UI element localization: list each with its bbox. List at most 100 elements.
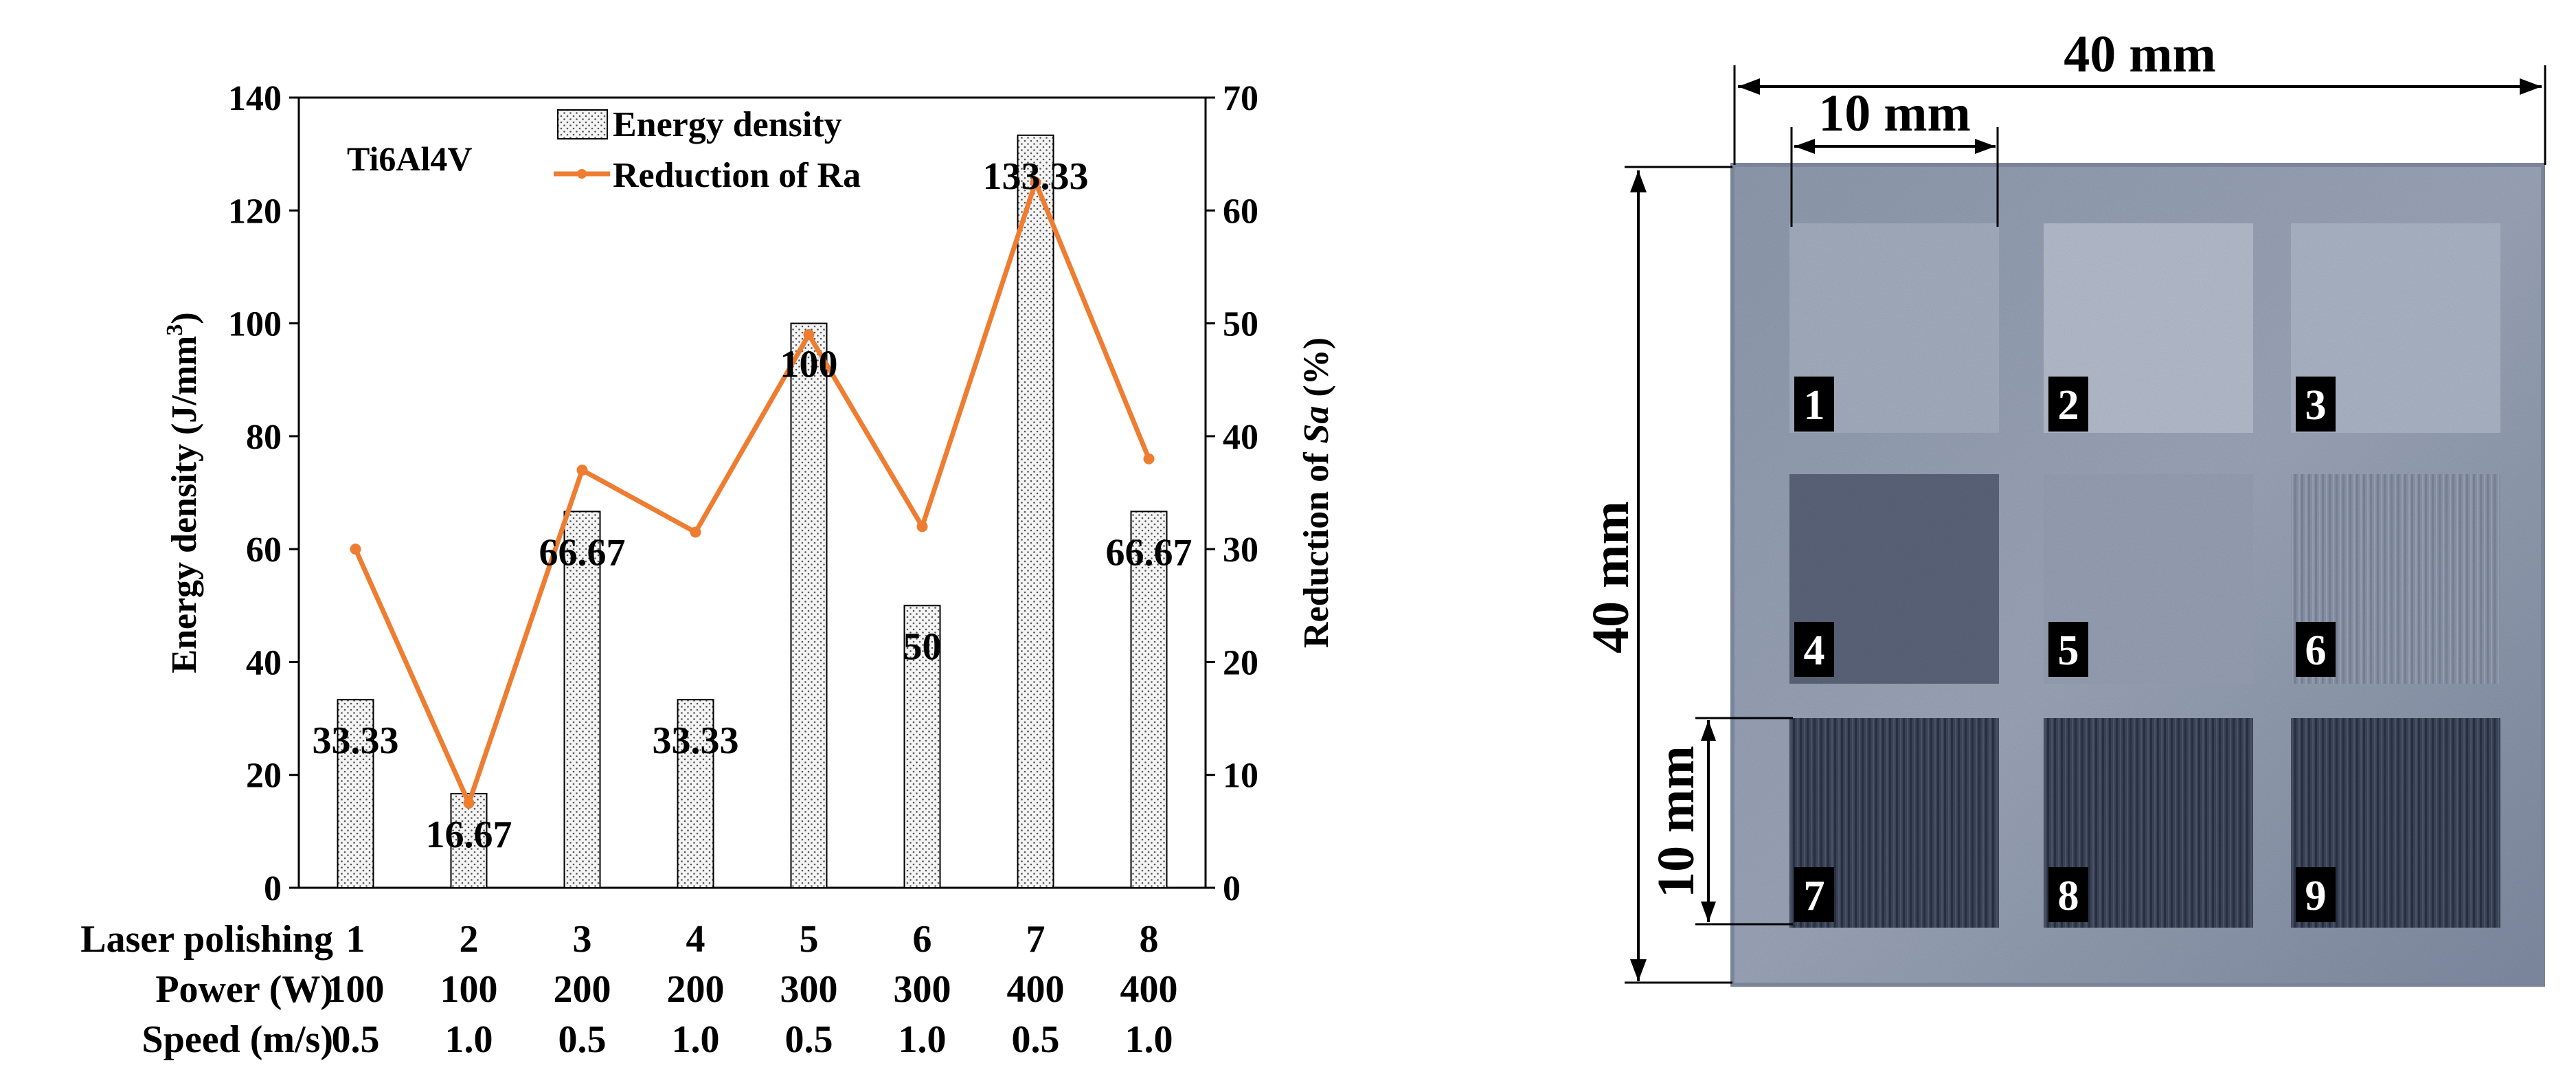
bar-energy-density-4 [677, 699, 714, 888]
speed-value: 1.0 [672, 1018, 720, 1061]
cell-height-arrow-bottom [1701, 902, 1716, 922]
reduction-point-6 [916, 521, 928, 533]
speed-value: 1.0 [445, 1018, 493, 1061]
height-label: 40 mm [1582, 501, 1640, 653]
cell-number-2: 2 [2058, 382, 2079, 429]
x-tick-label: 4 [686, 918, 705, 961]
y-left-tick-label: 20 [246, 757, 282, 796]
x-tick-label: 1 [346, 918, 365, 961]
cell-badge-5 [2048, 622, 2088, 677]
x-tick-label: 5 [800, 918, 819, 961]
power-value: 300 [780, 968, 838, 1011]
reduction-point-1 [350, 544, 361, 555]
bar-label-3: 66.67 [539, 531, 626, 574]
cell-badge-4 [1794, 622, 1834, 677]
reduction-line [353, 179, 1151, 806]
width-label: 40 mm [2064, 25, 2216, 83]
y-right-tick-label: 60 [1223, 192, 1258, 231]
row-label-speed: Speed (m/s) [142, 1018, 333, 1061]
bar-energy-density-2 [450, 793, 488, 889]
legend-energy-density: Energy density [613, 105, 842, 144]
legend-line-marker [577, 169, 587, 179]
power-value: 200 [554, 968, 611, 1011]
power-value: 400 [1120, 968, 1178, 1011]
cell-number-4: 4 [1804, 627, 1825, 674]
y-right-tick-label: 30 [1223, 530, 1258, 570]
row-label-laser-polishing: Laser polishing [80, 918, 333, 961]
cell-badge-8 [2048, 867, 2088, 922]
reduction-point-5 [803, 329, 815, 340]
bar-label-6: 50 [903, 625, 942, 668]
bar-series [337, 134, 1168, 889]
y-left-tick-label: 100 [228, 305, 282, 344]
speed-value: 1.0 [1125, 1018, 1173, 1061]
annotation-ti6al4v: Ti6Al4V [347, 139, 472, 178]
y-right-tick-label: 50 [1223, 305, 1258, 344]
power-value: 100 [327, 968, 385, 1011]
cell-badge-1 [1794, 377, 1834, 432]
width-dim-arrow-left [1738, 78, 1760, 95]
cell-height-arrow-top [1701, 720, 1716, 741]
bar-energy-density-5 [790, 322, 828, 889]
cell-number-8: 8 [2058, 873, 2079, 919]
right-axis-ticks: 0 10 20 30 40 50 60 70 [1206, 79, 1258, 908]
plot-area-frame [297, 96, 1207, 889]
bar-label-7: 133.33 [983, 155, 1089, 198]
x-tick-label: 8 [1140, 918, 1159, 961]
height-dim-arrow-top [1630, 170, 1647, 192]
y-left-tick-label: 60 [246, 530, 282, 570]
cell-number-3: 3 [2305, 382, 2327, 429]
power-value: 400 [1007, 968, 1065, 1011]
cell-width-arrow-right [1975, 139, 1996, 154]
y-right-tick-label: 10 [1223, 757, 1258, 796]
bar-label-8: 66.67 [1106, 531, 1193, 574]
bar-value-labels: 33.33 16.67 66.67 33.33 100 50 133.33 66.67 [313, 155, 1193, 856]
cell-height-label: 10 mm [1647, 746, 1705, 898]
bar-energy-density-1 [337, 699, 374, 888]
y-right-tick-label: 40 [1223, 418, 1258, 457]
energy-density-chart: 0 20 40 60 80 100 120 140 0 10 20 30 40 50 60 70 33.33… [80, 79, 1336, 1061]
bar-energy-density-8 [1130, 511, 1168, 888]
cell-number-badges: 1 2 3 4 5 6 7 8 9 [1794, 377, 2336, 922]
height-dim-arrow-bottom [1630, 959, 1647, 981]
x-tick-label: 6 [913, 918, 932, 961]
speed-value: 1.0 [899, 1018, 947, 1061]
x-axis-rows: Laser polishing Power (W) Speed (m/s) 1 100 0… [80, 918, 1177, 1061]
bar-label-2: 16.67 [426, 814, 512, 856]
line-series [350, 177, 1155, 809]
cell-badge-7 [1794, 867, 1834, 922]
cell-badge-9 [2296, 867, 2336, 922]
reduction-point-3 [576, 465, 588, 476]
power-value: 200 [667, 968, 725, 1011]
bar-label-4: 33.33 [653, 719, 739, 762]
y-axis-right-label: Reduction of Sa (%) [1297, 337, 1336, 648]
speed-value: 0.5 [785, 1018, 833, 1061]
cell-number-7: 7 [1804, 873, 1825, 919]
y-left-tick-label: 140 [228, 79, 282, 118]
cell-width-arrow-left [1794, 139, 1815, 154]
bar-label-1: 33.33 [313, 719, 399, 762]
bar-energy-density-3 [563, 511, 601, 888]
cell-badge-2 [2048, 377, 2088, 432]
bar-energy-density-7 [1017, 134, 1054, 888]
x-tick-label: 3 [573, 918, 592, 961]
speed-value: 0.5 [558, 1018, 607, 1061]
cell-badge-3 [2296, 377, 2336, 432]
cell-number-9: 9 [2305, 873, 2327, 919]
cell-number-5: 5 [2058, 627, 2079, 674]
cell-badge-6 [2296, 622, 2336, 677]
cell-width-label: 10 mm [1818, 85, 1971, 142]
legend-bar-swatch [557, 109, 608, 139]
speed-value: 0.5 [1012, 1018, 1060, 1061]
row-label-power: Power (W) [155, 968, 333, 1011]
x-tick-label: 7 [1026, 918, 1046, 961]
reduction-point-7 [1030, 177, 1041, 188]
y-left-tick-label: 80 [246, 418, 282, 457]
bar-energy-density-6 [903, 605, 941, 888]
y-axis-left-label: Energy density (J/mm3) [162, 312, 204, 673]
reduction-point-2 [463, 797, 475, 809]
y-right-tick-label: 0 [1223, 869, 1241, 908]
cell-number-1: 1 [1804, 382, 1825, 429]
power-value: 100 [440, 968, 498, 1011]
y-left-tick-label: 0 [264, 869, 282, 908]
